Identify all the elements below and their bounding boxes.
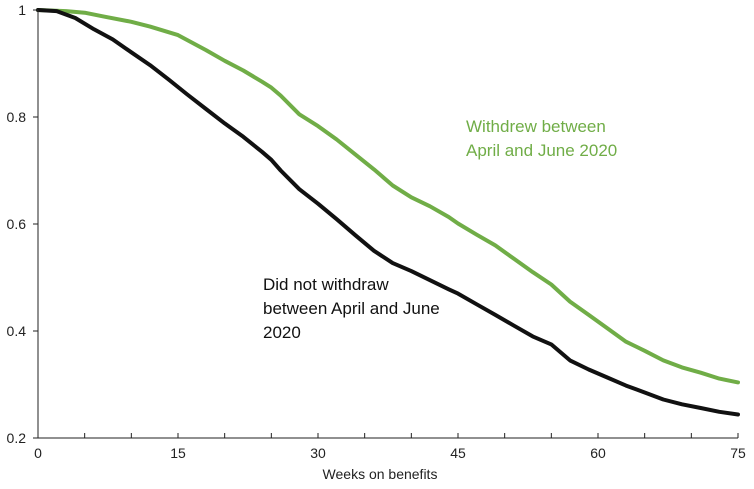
series-lines	[36, 8, 740, 417]
series-line-did-not-withdraw	[36, 8, 740, 417]
x-tick-label: 75	[730, 445, 746, 461]
annotation-withdrew-line: April and June 2020	[466, 141, 617, 160]
x-axis-title: Weeks on benefits	[323, 466, 438, 482]
x-tick-label: 15	[170, 445, 186, 461]
axes: 0 15 30 45 60 75 0.2 0.4 0.6 0.8 1	[7, 2, 746, 461]
annotation-did-not-withdraw: Did not withdraw between April and June …	[263, 275, 444, 342]
x-axis-ticks: 0 15 30 45 60 75	[34, 433, 746, 461]
x-tick-label: 60	[590, 445, 606, 461]
annotation-did-not-withdraw-line: 2020	[263, 323, 301, 342]
annotation-withdrew: Withdrew between April and June 2020	[466, 117, 617, 160]
annotation-did-not-withdraw-line: between April and June	[263, 299, 440, 318]
y-tick-label: 0.6	[7, 216, 27, 232]
series-line-withdrew	[36, 8, 740, 385]
y-tick-label: 1	[18, 2, 26, 18]
x-tick-label: 0	[34, 445, 42, 461]
x-tick-label: 30	[310, 445, 326, 461]
annotation-did-not-withdraw-line: Did not withdraw	[263, 275, 389, 294]
annotation-withdrew-line: Withdrew between	[466, 117, 606, 136]
y-axis-ticks: 0.2 0.4 0.6 0.8 1	[7, 2, 38, 446]
y-tick-label: 0.4	[7, 323, 27, 339]
y-tick-label: 0.8	[7, 109, 27, 125]
x-tick-label: 45	[450, 445, 466, 461]
y-tick-label: 0.2	[7, 430, 27, 446]
